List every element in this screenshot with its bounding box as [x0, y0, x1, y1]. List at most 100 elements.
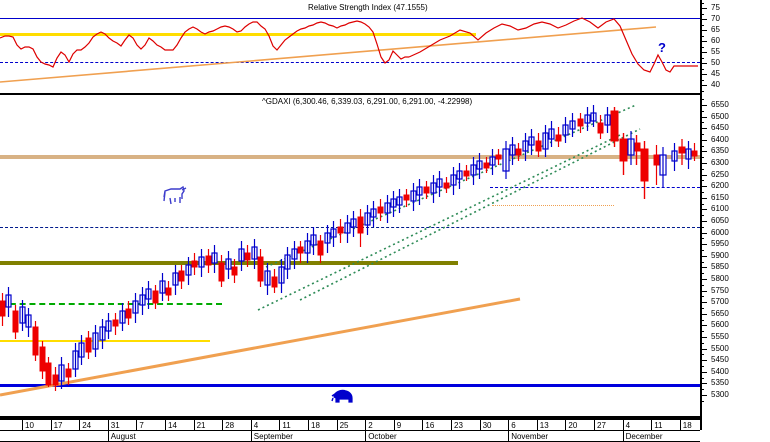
- date-axis-top-border: [0, 418, 700, 420]
- date-tick-separator: [651, 420, 653, 430]
- price-tick: [700, 395, 707, 396]
- price-tick: [700, 232, 707, 234]
- price-minor-tick: [700, 331, 704, 333]
- price-support-olive-line: [0, 261, 458, 265]
- date-tick-label: 2: [368, 421, 373, 430]
- rsi-tick: [700, 85, 707, 86]
- date-tick-label: 31: [110, 421, 120, 430]
- price-tick-label: 5300: [711, 390, 729, 399]
- price-value-axis: 6550 6500 6450 6400 6350 6300 6250 6200 6150 6100…: [700, 95, 770, 418]
- date-tick-separator: [536, 420, 538, 430]
- rsi-minor-tick: [700, 3, 704, 4]
- rsi-tick-label: 45: [711, 69, 720, 78]
- date-tick-label: 18: [311, 421, 320, 430]
- rsi-question-annotation: ?: [658, 40, 666, 55]
- date-tick-separator: [679, 420, 681, 430]
- price-tick: [700, 267, 707, 269]
- date-tick-label: 17: [53, 421, 63, 430]
- price-tick: [700, 221, 707, 222]
- rsi-title: Relative Strength Index (47.1555): [308, 3, 428, 12]
- rsi-tick: [700, 74, 707, 75]
- price-tick-label: 6550: [711, 100, 729, 109]
- date-axis-mid-border: [0, 430, 700, 431]
- price-tick: [700, 197, 707, 199]
- price-tick-label: 5400: [711, 366, 729, 376]
- date-tick-separator: [279, 420, 281, 430]
- price-tick: [700, 244, 707, 246]
- price-tick-label: 5550: [711, 332, 729, 341]
- price-tick-label: 5600: [711, 320, 729, 330]
- rsi-minor-tick: [700, 79, 704, 81]
- date-tick-label: 18: [682, 421, 692, 430]
- price-support-blue-mid-line: [0, 227, 700, 228]
- rsi-resistance-line: [0, 33, 476, 36]
- date-axis-panel: 10 17 24 31 7 14 21 28 4 11 18 25 2 9 16 23 30 6 13 20 27 4 11…: [0, 418, 770, 442]
- price-tick: [700, 186, 707, 188]
- channel-lower-rail: [257, 134, 621, 311]
- price-minor-tick: [700, 366, 704, 367]
- date-tick-separator: [365, 420, 367, 430]
- date-tick-label: 4: [253, 421, 259, 430]
- rsi-minor-tick: [700, 57, 704, 59]
- rsi-tick: [700, 19, 707, 20]
- price-minor-tick: [700, 342, 704, 344]
- date-tick-separator: [393, 420, 395, 430]
- price-tick-label: 6300: [711, 158, 729, 167]
- price-minor-tick: [700, 319, 704, 321]
- month-label: September: [253, 432, 293, 441]
- price-tick-label: 6250: [711, 169, 729, 179]
- candlestick-series: [0, 105, 698, 391]
- price-tick: [700, 360, 707, 362]
- price-major-uptrend: [0, 297, 521, 397]
- date-tick-label: 11: [282, 421, 291, 430]
- price-tick-label: 5950: [711, 239, 729, 249]
- price-tick: [700, 151, 707, 153]
- rsi-axis-spine: [700, 0, 702, 95]
- rsi-tick: [700, 41, 707, 42]
- date-tick-separator: [22, 420, 23, 430]
- price-tick-label: 5700: [711, 297, 729, 307]
- price-tick: [700, 105, 707, 106]
- price-tick: [700, 116, 707, 118]
- month-label: August: [110, 432, 136, 441]
- date-tick-separator: [508, 420, 510, 430]
- price-title: ^GDAXI (6,300.46, 6,339.03, 6,291.00, 6,…: [262, 97, 473, 106]
- rsi-tick-label: 70: [711, 14, 720, 23]
- date-tick-separator: [165, 420, 166, 430]
- date-tick-label: 11: [654, 421, 663, 430]
- price-tick-label: 6000: [711, 227, 729, 237]
- price-tick: [700, 371, 707, 373]
- date-tick-label: 23: [454, 421, 463, 430]
- price-tick: [700, 337, 707, 338]
- price-minor-tick: [700, 389, 704, 391]
- rsi-overbought-line: [0, 18, 700, 19]
- rsi-tick: [700, 52, 707, 53]
- price-tick: [700, 290, 707, 292]
- bull-icon: [163, 185, 187, 205]
- price-tick: [700, 209, 707, 211]
- price-minor-tick: [700, 145, 704, 147]
- rsi-tick-label: 55: [711, 47, 720, 56]
- rsi-tick-label: 50: [711, 58, 720, 67]
- date-tick-label: 30: [482, 421, 492, 430]
- price-tick-label: 5500: [711, 343, 729, 353]
- date-tick-label: 25: [339, 421, 349, 430]
- price-minor-tick: [700, 261, 704, 263]
- rsi-tick-label: 75: [711, 3, 720, 12]
- price-tick: [700, 163, 707, 164]
- price-tick: [700, 313, 707, 315]
- price-tick: [700, 139, 707, 141]
- month-separator: [250, 431, 252, 441]
- rsi-minor-tick: [700, 13, 704, 15]
- rsi-plot-area: ?: [0, 0, 700, 95]
- rsi-tick-label: 60: [711, 36, 720, 45]
- price-minor-tick: [700, 250, 704, 251]
- rsi-tick: [700, 8, 707, 9]
- date-tick-separator: [594, 420, 595, 430]
- month-separator: [508, 431, 510, 441]
- date-tick-label: 24: [82, 421, 92, 430]
- price-panel-bottom-border: [0, 416, 702, 418]
- price-tick: [700, 255, 707, 257]
- price-tick-label: 6050: [711, 216, 729, 225]
